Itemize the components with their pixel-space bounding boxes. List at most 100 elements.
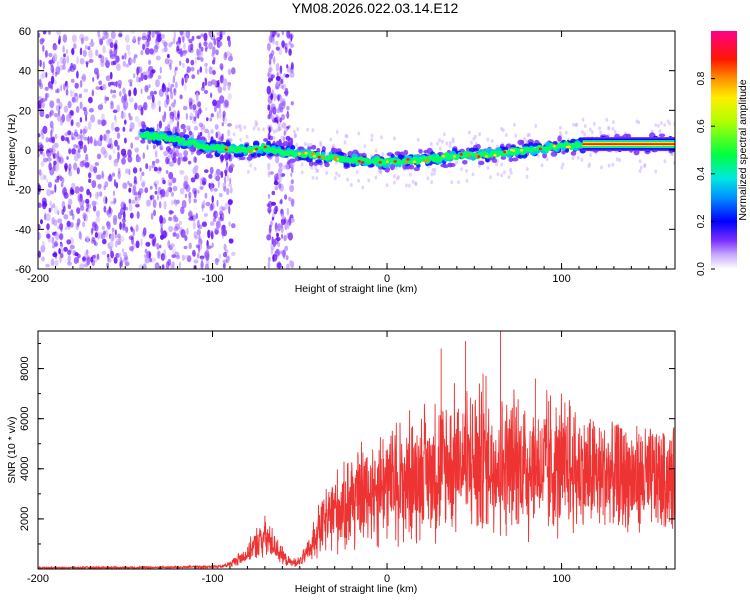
halo-blob [310, 165, 314, 170]
noise-blob [113, 197, 116, 205]
ridge-blob [418, 149, 423, 154]
ridge-blob [263, 138, 269, 142]
halo-blob [564, 130, 568, 135]
noise-blob [38, 250, 41, 258]
noise-blob [117, 167, 121, 175]
noise-blob [165, 189, 169, 198]
noise-blob [129, 81, 133, 87]
noise-blob [65, 88, 69, 96]
noise-blob [108, 206, 112, 214]
noise-blob [180, 229, 186, 238]
noise-blob [164, 126, 168, 132]
halo-blob [643, 164, 646, 169]
noise-blob [130, 226, 133, 231]
noise-blob [281, 113, 285, 121]
noise-blob [100, 60, 105, 68]
noise-blob [187, 160, 192, 165]
ridge-blob [338, 152, 345, 157]
noise-blob [59, 175, 63, 182]
x-tick-label: -200 [27, 573, 49, 585]
noise-blob [222, 263, 226, 269]
noise-blob [271, 190, 276, 196]
noise-blob [108, 142, 111, 147]
noise-blob [267, 200, 273, 208]
noise-blob [108, 81, 111, 87]
noise-blob [42, 157, 48, 163]
noise-blob [163, 150, 169, 157]
noise-blob [71, 34, 77, 43]
noise-blob [86, 61, 89, 68]
noise-blob [98, 80, 103, 86]
halo-blob [396, 176, 399, 181]
noise-blob [225, 51, 231, 57]
noise-blob [102, 45, 106, 54]
halo-blob [300, 170, 304, 175]
noise-blob [153, 209, 156, 217]
noise-blob [122, 153, 127, 159]
noise-blob [208, 42, 213, 50]
noise-blob [134, 136, 140, 141]
noise-blob [279, 200, 283, 205]
noise-blob [228, 55, 233, 62]
noise-blob [219, 75, 224, 84]
halo-blob [326, 152, 330, 157]
noise-blob [268, 224, 272, 234]
noise-blob [267, 42, 271, 52]
noise-blob [90, 114, 96, 123]
noise-blob [42, 31, 47, 35]
noise-blob [56, 175, 60, 180]
noise-blob [190, 215, 194, 220]
noise-blob [200, 86, 205, 92]
ridge-blob [442, 164, 449, 169]
y-tick-label: 2000 [19, 507, 31, 531]
halo-blob [252, 126, 256, 131]
noise-blob [267, 261, 271, 269]
noise-blob [99, 191, 103, 197]
noise-blob [64, 226, 68, 231]
noise-blob [173, 226, 179, 232]
halo-blob [295, 142, 299, 147]
ridge-blob [511, 157, 519, 162]
halo-blob [280, 167, 284, 172]
noise-blob [155, 158, 160, 164]
noise-blob [80, 129, 83, 135]
noise-blob [110, 250, 114, 259]
noise-blob [188, 242, 192, 250]
noise-blob [156, 250, 161, 260]
ridge-hotspot [423, 159, 427, 163]
noise-blob [51, 136, 56, 144]
halo-blob [504, 133, 508, 137]
noise-blob [275, 62, 280, 72]
noise-blob [118, 252, 122, 258]
noise-blob [54, 259, 59, 267]
noise-blob [113, 256, 118, 264]
noise-blob [272, 239, 277, 247]
noise-blob [96, 74, 99, 80]
noise-blob [227, 129, 231, 137]
noise-blob [88, 172, 92, 179]
noise-blob [82, 106, 87, 112]
noise-blob [215, 49, 219, 56]
halo-blob [525, 174, 529, 179]
noise-blob [125, 225, 129, 232]
noise-blob [138, 77, 142, 83]
snr-axes: -200 -100 0 100 2000 4000 6000 8000 [19, 331, 675, 585]
halo-blob [319, 143, 323, 147]
noise-blob [196, 69, 200, 75]
noise-blob [145, 163, 149, 170]
halo-blob [235, 125, 238, 129]
noise-blob [127, 180, 130, 185]
ridge-hotspot [385, 160, 390, 164]
noise-blob [216, 110, 220, 119]
noise-blob [63, 83, 66, 91]
noise-blob [189, 115, 193, 121]
noise-blob [86, 256, 91, 266]
noise-blob [62, 190, 65, 195]
noise-blob [204, 192, 208, 199]
ridge-hotspot [322, 156, 326, 159]
halo-blob [654, 169, 658, 174]
ridge-blob [560, 143, 566, 148]
halo-blob [370, 137, 374, 142]
noise-blob [213, 188, 218, 192]
halo-blob [306, 127, 310, 132]
